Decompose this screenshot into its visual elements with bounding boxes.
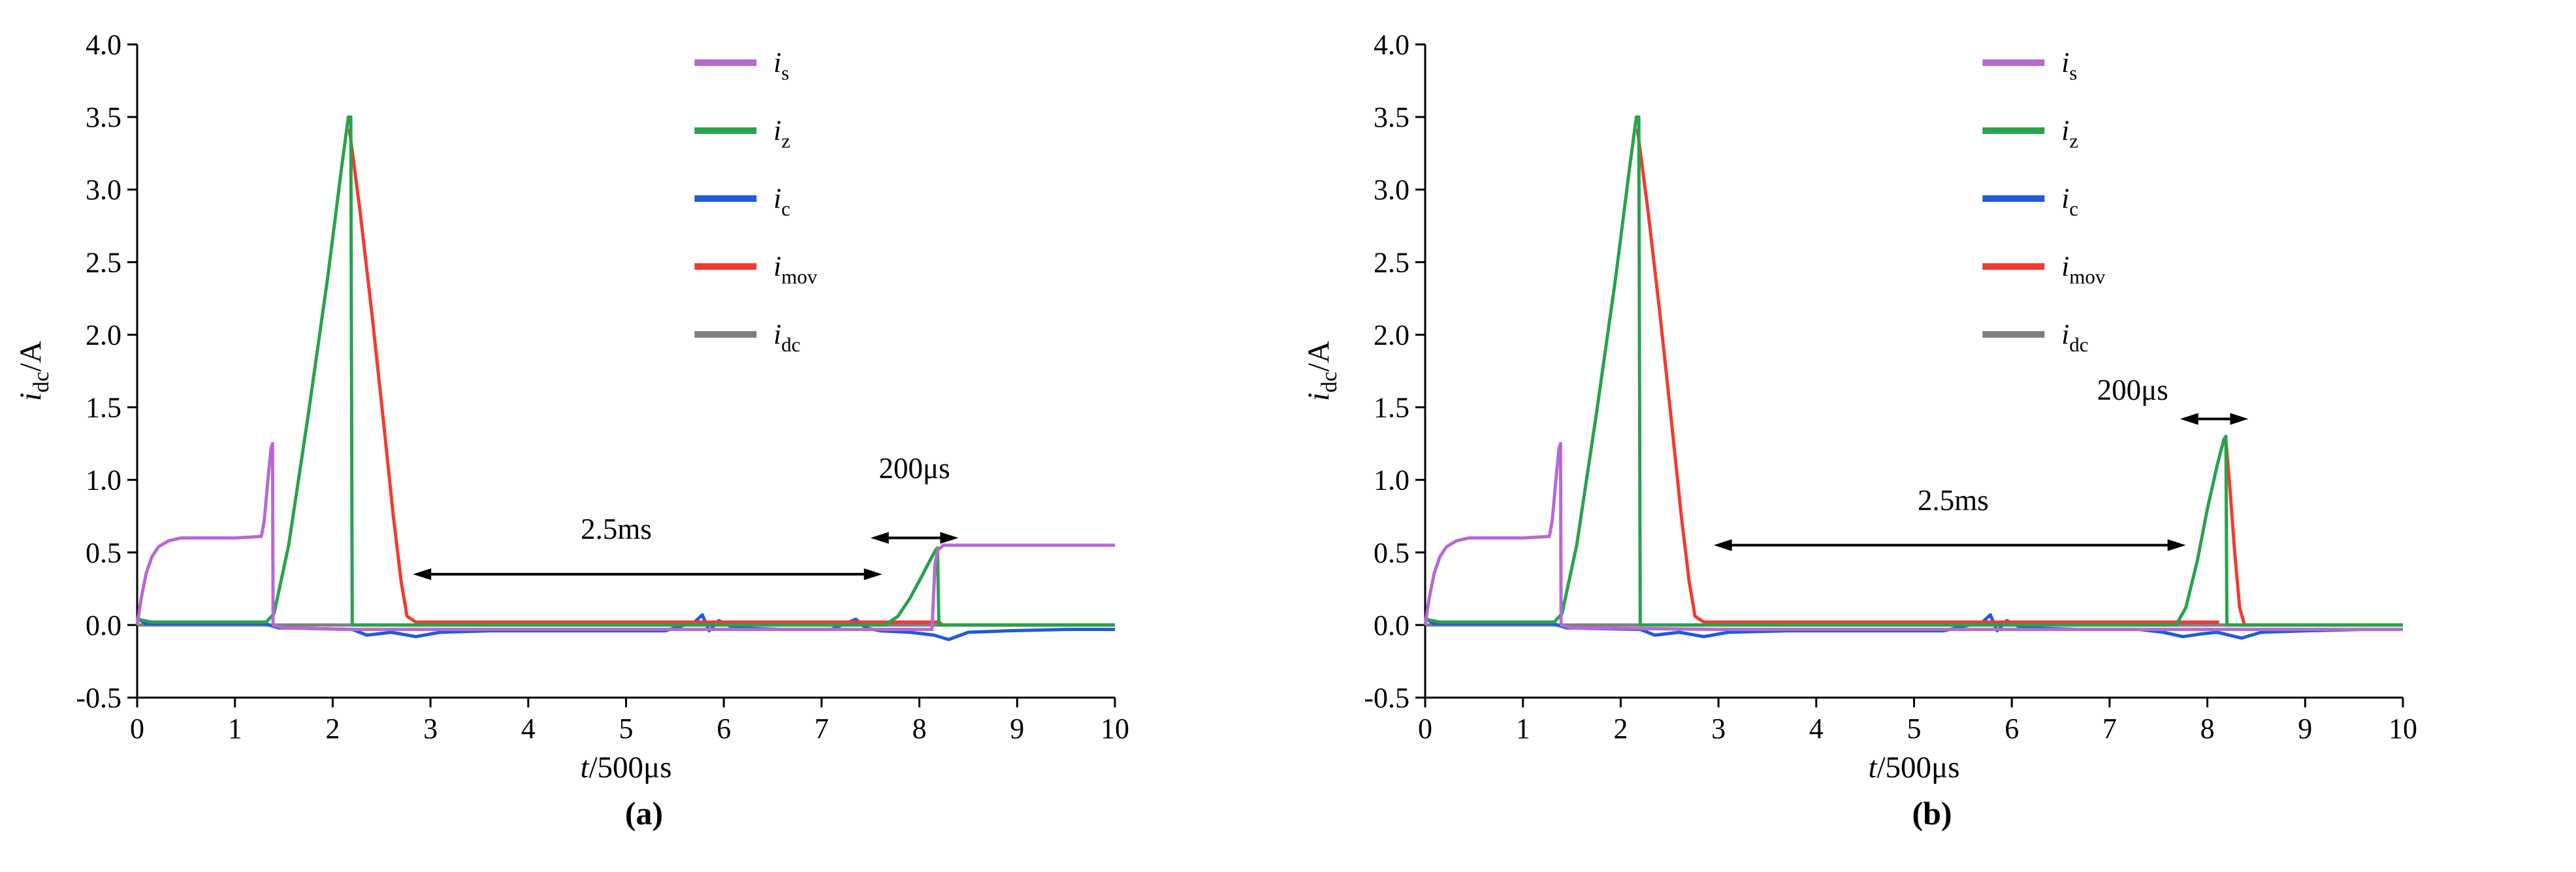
legend-label-mov: imov — [773, 251, 818, 288]
legend-label-mov: imov — [2061, 251, 2106, 288]
y-tick-label: 1.0 — [1374, 464, 1409, 496]
x-tick-label: 9 — [2298, 713, 2312, 745]
y-tick-label: 1.0 — [86, 464, 121, 496]
y-tick-label: 4.0 — [86, 29, 121, 61]
x-tick-label: 5 — [1907, 713, 1922, 745]
y-tick-label: 2.0 — [1374, 319, 1409, 351]
x-tick-label: 2 — [1613, 713, 1628, 745]
x-tick-label: 2 — [325, 713, 340, 745]
annotation-label: 200μs — [879, 452, 950, 485]
x-tick-label: 7 — [2102, 713, 2117, 745]
chart-panel-b: 4.0 3.5 3.0 2.5 2.0 1.5 1.0 0.5 0.0 -0.5 0 1 2 3 4 5 6 7 8… — [1288, 7, 2576, 832]
y-tick-label: 0.0 — [86, 609, 121, 641]
y-tick-label: 3.0 — [1374, 174, 1409, 206]
annotation-2.5ms: 2.5ms — [413, 513, 882, 581]
legend-label-s: is — [2061, 48, 2077, 84]
annotation-label: 2.5ms — [581, 513, 652, 545]
series-i_mov — [1635, 128, 2403, 627]
x-tick-label: 1 — [228, 713, 242, 745]
x-axis-label: t/500μs — [1868, 751, 1959, 784]
chart-panel-a: 4.0 3.5 3.0 2.5 2.0 1.5 1.0 0.5 0.0 -0.5 0 1 2 3 4 5 6 7 8… — [0, 7, 1288, 832]
series-i_s — [135, 442, 1115, 632]
legend: is iz ic imov idc — [1982, 48, 2106, 356]
y-tick-label: 2.5 — [1374, 246, 1409, 278]
y-tick-label: -0.5 — [76, 682, 121, 714]
x-tick-label: 10 — [1101, 713, 1129, 745]
y-tick-label: 2.5 — [86, 246, 121, 278]
series-i_z — [137, 115, 1115, 627]
series-i_s — [1423, 442, 2403, 632]
legend-label-z: iz — [773, 116, 790, 152]
axes: 4.0 3.5 3.0 2.5 2.0 1.5 1.0 0.5 0.0 -0.5 0 1 2 3 4 5 6 7 8… — [76, 29, 1129, 745]
legend-label-dc: idc — [2061, 319, 2088, 356]
chart-b-caption: (b) — [1912, 795, 1952, 832]
annotation-200μs: 200μs — [2097, 374, 2249, 425]
y-tick-label: 1.5 — [86, 392, 121, 424]
y-tick-label: 0.5 — [86, 537, 121, 569]
legend-label-dc: idc — [773, 319, 800, 356]
y-tick-label: 3.5 — [86, 101, 121, 133]
legend-label-s: is — [773, 48, 789, 84]
x-tick-label: 1 — [1516, 713, 1530, 745]
y-tick-label: 4.0 — [1374, 29, 1409, 61]
axes: 4.0 3.5 3.0 2.5 2.0 1.5 1.0 0.5 0.0 -0.5 0 1 2 3 4 5 6 7 8… — [1364, 29, 2417, 745]
x-tick-label: 6 — [716, 713, 731, 745]
x-tick-label: 8 — [2200, 713, 2215, 745]
x-tick-label: 4 — [1809, 713, 1824, 745]
x-axis-label: t/500μs — [580, 751, 671, 784]
series-i_z — [1425, 115, 2403, 627]
x-tick-label: 5 — [619, 713, 634, 745]
x-tick-label: 8 — [912, 713, 927, 745]
x-tick-label: 10 — [2389, 713, 2417, 745]
legend-label-c: ic — [2061, 184, 2078, 220]
legend-label-c: ic — [773, 184, 790, 220]
x-tick-label: 7 — [814, 713, 829, 745]
y-tick-label: 0.0 — [1374, 609, 1409, 641]
series-i_mov — [347, 128, 1115, 627]
x-tick-label: 9 — [1010, 713, 1024, 745]
annotation-2.5ms: 2.5ms — [1713, 484, 2186, 551]
chart-b-canvas: 4.0 3.5 3.0 2.5 2.0 1.5 1.0 0.5 0.0 -0.5 0 1 2 3 4 5 6 7 8… — [1302, 29, 2417, 784]
x-tick-label: 4 — [521, 713, 536, 745]
y-tick-label: 1.5 — [1374, 392, 1409, 424]
y-tick-label: -0.5 — [1364, 682, 1409, 714]
x-tick-label: 6 — [2004, 713, 2019, 745]
y-tick-label: 3.0 — [86, 174, 121, 206]
annotation-label: 2.5ms — [1918, 484, 1989, 517]
y-tick-label: 3.5 — [1374, 101, 1409, 133]
chart-a-canvas: 4.0 3.5 3.0 2.5 2.0 1.5 1.0 0.5 0.0 -0.5 0 1 2 3 4 5 6 7 8… — [14, 29, 1129, 784]
legend-label-z: iz — [2061, 116, 2078, 152]
y-axis-label: idc/A — [1302, 341, 1342, 401]
y-axis-label: idc/A — [14, 341, 54, 401]
x-tick-label: 0 — [130, 713, 144, 745]
annotation-label: 200μs — [2097, 374, 2168, 406]
x-tick-label: 3 — [1711, 713, 1726, 745]
chart-a-caption: (a) — [624, 795, 664, 832]
legend: is iz ic imov idc — [694, 48, 818, 356]
y-tick-label: 2.0 — [86, 319, 121, 351]
x-tick-label: 0 — [1418, 713, 1432, 745]
y-tick-label: 0.5 — [1374, 537, 1409, 569]
x-tick-label: 3 — [423, 713, 438, 745]
annotation-200μs: 200μs — [870, 452, 959, 544]
